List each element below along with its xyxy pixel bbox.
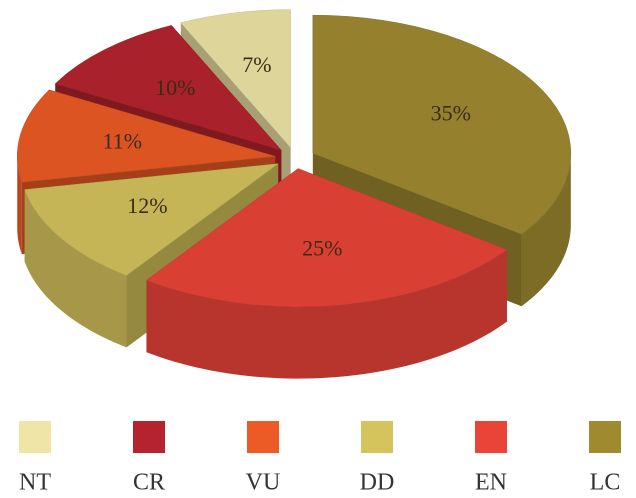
data-label: 10% — [155, 75, 195, 100]
legend-swatch — [19, 421, 51, 453]
legend-label: NT — [19, 470, 51, 496]
slice — [312, 14, 572, 235]
slice-side — [521, 153, 571, 307]
slice — [24, 163, 279, 276]
legend-label: CR — [133, 470, 165, 496]
data-label: 11% — [103, 128, 143, 153]
data-label: 7% — [242, 52, 271, 77]
legend-label: LC — [590, 470, 621, 496]
data-label: 12% — [127, 193, 167, 218]
legend-label: DD — [360, 470, 395, 496]
legend-label: VU — [246, 470, 281, 496]
slice — [17, 89, 276, 183]
legend-swatch — [133, 421, 165, 453]
legend-swatch — [361, 421, 393, 453]
data-label: 25% — [302, 235, 342, 260]
slice — [54, 25, 283, 151]
legend-label: EN — [475, 470, 507, 496]
slice-side — [146, 249, 507, 379]
legend-swatch — [475, 421, 507, 453]
legend-swatch — [589, 421, 621, 453]
data-label: 35% — [431, 101, 471, 126]
slice — [180, 9, 291, 149]
legend-swatch — [247, 421, 279, 453]
slice-side — [24, 189, 127, 348]
slice — [145, 168, 508, 307]
slice-side — [17, 156, 22, 255]
